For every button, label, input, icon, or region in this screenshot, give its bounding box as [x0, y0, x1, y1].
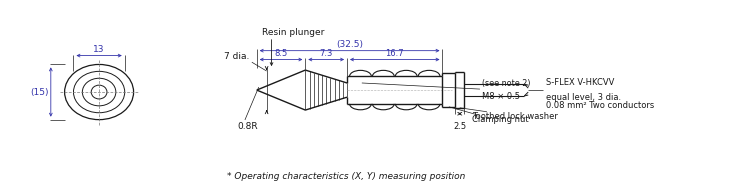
Text: equal level, 3 dia.: equal level, 3 dia.: [546, 93, 621, 102]
Text: 0.08 mm² Two conductors: 0.08 mm² Two conductors: [546, 101, 654, 110]
Text: S-FLEX V-HKCVV: S-FLEX V-HKCVV: [546, 78, 614, 87]
Text: 2.5: 2.5: [453, 122, 466, 131]
Text: 7 dia.: 7 dia.: [224, 52, 250, 61]
Text: Toothed lock washer: Toothed lock washer: [472, 112, 558, 121]
Text: 16.7: 16.7: [386, 49, 404, 58]
Text: 0.8R: 0.8R: [237, 122, 258, 131]
Text: * Operating characteristics (X, Y) measuring position: * Operating characteristics (X, Y) measu…: [227, 172, 466, 181]
Text: M8 × 0.5: M8 × 0.5: [482, 92, 520, 101]
Text: Clamping nut: Clamping nut: [472, 115, 529, 124]
Text: (32.5): (32.5): [336, 40, 363, 49]
Text: 7.3: 7.3: [320, 49, 333, 58]
Text: 8.5: 8.5: [274, 49, 288, 58]
Text: 13: 13: [93, 45, 105, 54]
Text: (see note 2): (see note 2): [482, 79, 530, 88]
Text: (15): (15): [30, 88, 49, 97]
Text: Resin plunger: Resin plunger: [262, 28, 324, 37]
